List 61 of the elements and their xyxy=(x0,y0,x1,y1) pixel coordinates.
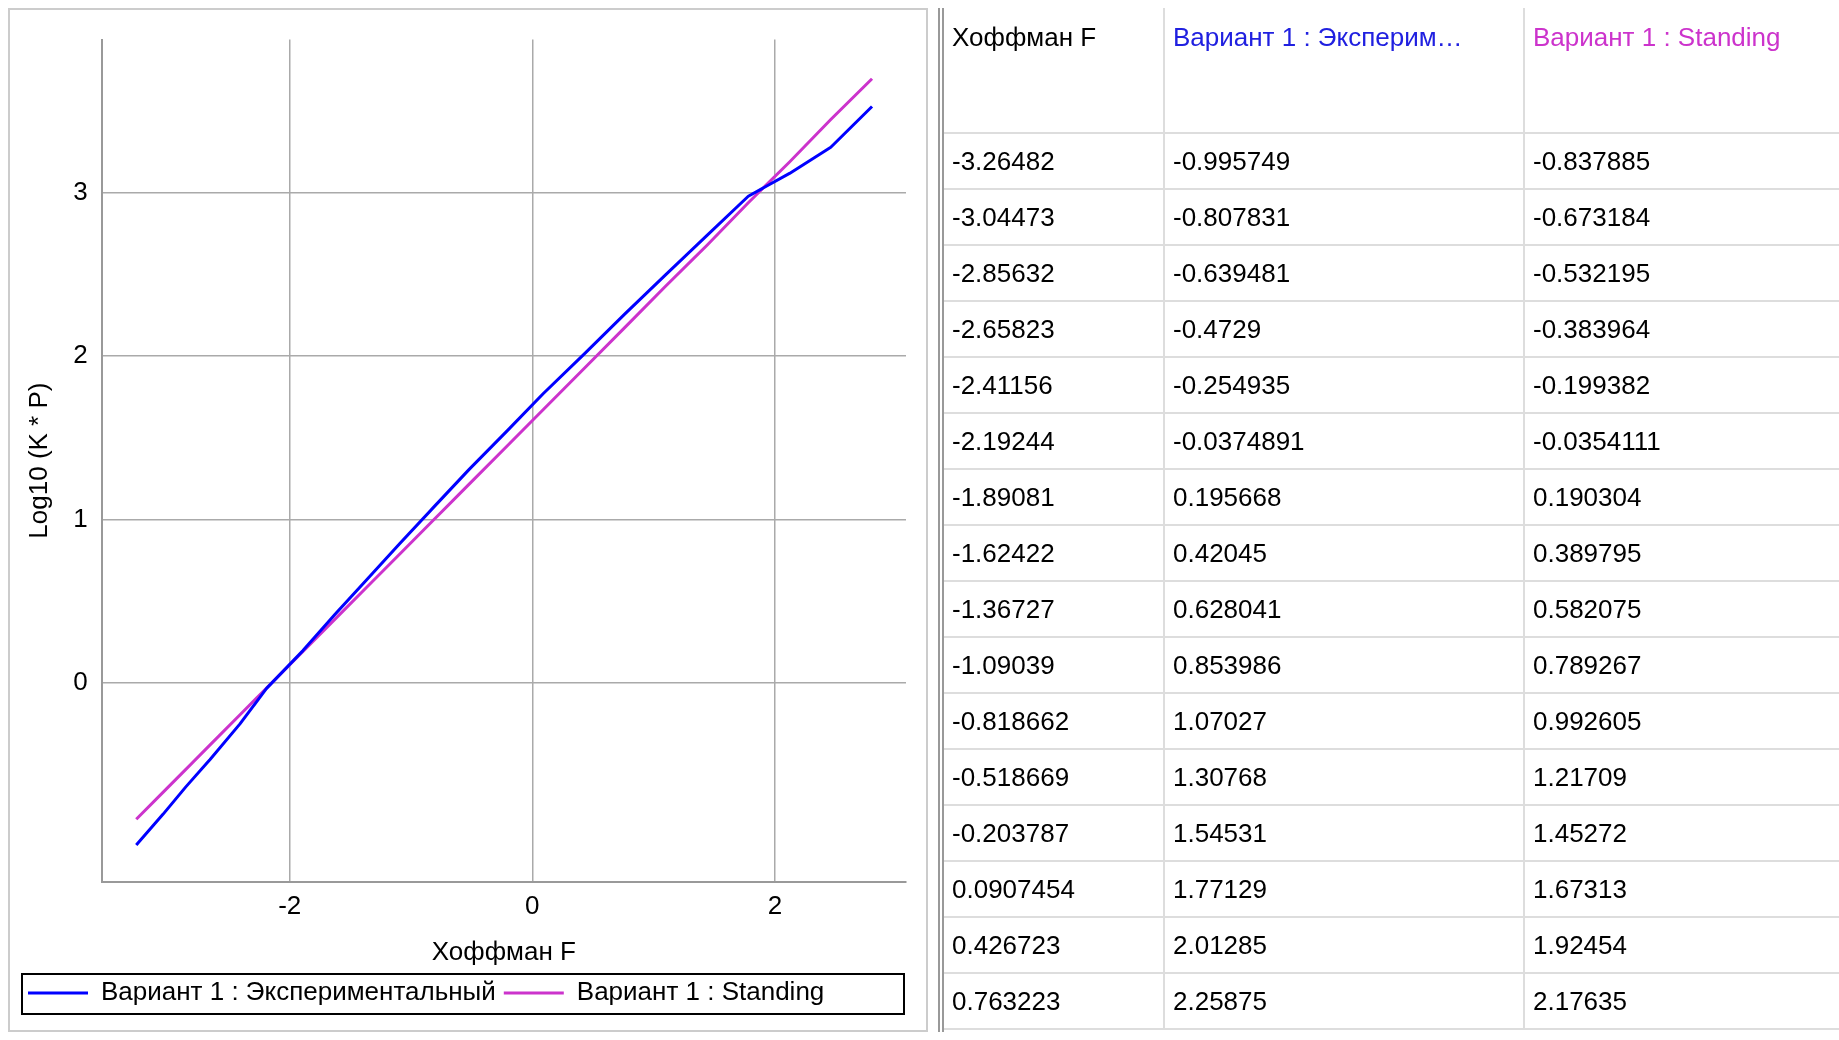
data-label: 1.54531 xyxy=(1164,805,1524,861)
legend-label: Вариант 1 : Standing xyxy=(576,976,825,1007)
data-label: -0.837885 xyxy=(1524,133,1839,189)
data-label: 0.42045 xyxy=(1164,525,1524,581)
data-label: -0.383964 xyxy=(1524,301,1839,357)
y-tick-label: -2.19244 xyxy=(944,413,1164,469)
data-label: 0.582075 xyxy=(1524,581,1839,637)
y-tick-label: -1.89081 xyxy=(944,469,1164,525)
data-label: -0.639481 xyxy=(1164,245,1524,301)
data-label: 1.30768 xyxy=(1164,749,1524,805)
y-tick-label: -0.518669 xyxy=(944,749,1164,805)
data-label: 0.628041 xyxy=(1164,581,1524,637)
data-label: 2.01285 xyxy=(1164,917,1524,973)
data-label: -0.199382 xyxy=(1524,357,1839,413)
x-axis-title: Хоффман F xyxy=(431,935,576,966)
y-tick-label: 0 xyxy=(73,665,88,696)
data-label: 0.992605 xyxy=(1524,693,1839,749)
data-label: -0.532195 xyxy=(1524,245,1839,301)
data-label: 0.195668 xyxy=(1164,469,1524,525)
y-tick-label: 0.763223 xyxy=(944,973,1164,1029)
y-tick-label: -0.203787 xyxy=(944,805,1164,861)
data-label: 2.25875 xyxy=(1164,973,1524,1029)
y-tick-label: -2.85632 xyxy=(944,245,1164,301)
data-label: 2.17635 xyxy=(1524,973,1839,1029)
y-axis-title: Хоффман F xyxy=(944,8,1164,133)
x-tick-label: 2 xyxy=(767,890,783,921)
y-tick-label: -2.41156 xyxy=(944,357,1164,413)
data-label: 1.21709 xyxy=(1524,749,1839,805)
data-label: 1.45272 xyxy=(1524,805,1839,861)
y-tick-label: -1.36727 xyxy=(944,581,1164,637)
y-axis-title: Log10 (K * P) xyxy=(22,382,53,539)
y-tick-label: -2.65823 xyxy=(944,301,1164,357)
x-tick-label: Вариант 1 : Эксперим… xyxy=(1164,8,1524,133)
y-tick-label: -3.26482 xyxy=(944,133,1164,189)
data-label: -0.4729 xyxy=(1164,301,1524,357)
y-tick-label: -3.04473 xyxy=(944,189,1164,245)
y-tick-label: -0.818662 xyxy=(944,693,1164,749)
data-label: 1.77129 xyxy=(1164,861,1524,917)
y-tick-label: -1.09039 xyxy=(944,637,1164,693)
legend-label: Вариант 1 : Экспериментальный xyxy=(101,976,496,1007)
data-label: -0.807831 xyxy=(1164,189,1524,245)
data-label: 0.853986 xyxy=(1164,637,1524,693)
y-tick-label: 0.426723 xyxy=(944,917,1164,973)
data-label: 0.389795 xyxy=(1524,525,1839,581)
x-tick-label: -2 xyxy=(278,890,302,921)
data-label: -0.254935 xyxy=(1164,357,1524,413)
y-tick-label: 1 xyxy=(73,502,88,533)
data-label: -0.0354111 xyxy=(1524,413,1839,469)
data-label: -0.673184 xyxy=(1524,189,1839,245)
data-label: 1.92454 xyxy=(1524,917,1839,973)
y-tick-label: 0.0907454 xyxy=(944,861,1164,917)
data-label: -0.0374891 xyxy=(1164,413,1524,469)
y-tick-label: 3 xyxy=(73,176,88,207)
x-tick-label: 0 xyxy=(525,890,540,921)
y-tick-label: 2 xyxy=(73,339,88,370)
data-label: 0.190304 xyxy=(1524,469,1839,525)
data-label: -0.995749 xyxy=(1164,133,1524,189)
data-label: 1.67313 xyxy=(1524,861,1839,917)
data-label: 0.789267 xyxy=(1524,637,1839,693)
y-tick-label: -1.62422 xyxy=(944,525,1164,581)
data-label: 1.07027 xyxy=(1164,693,1524,749)
